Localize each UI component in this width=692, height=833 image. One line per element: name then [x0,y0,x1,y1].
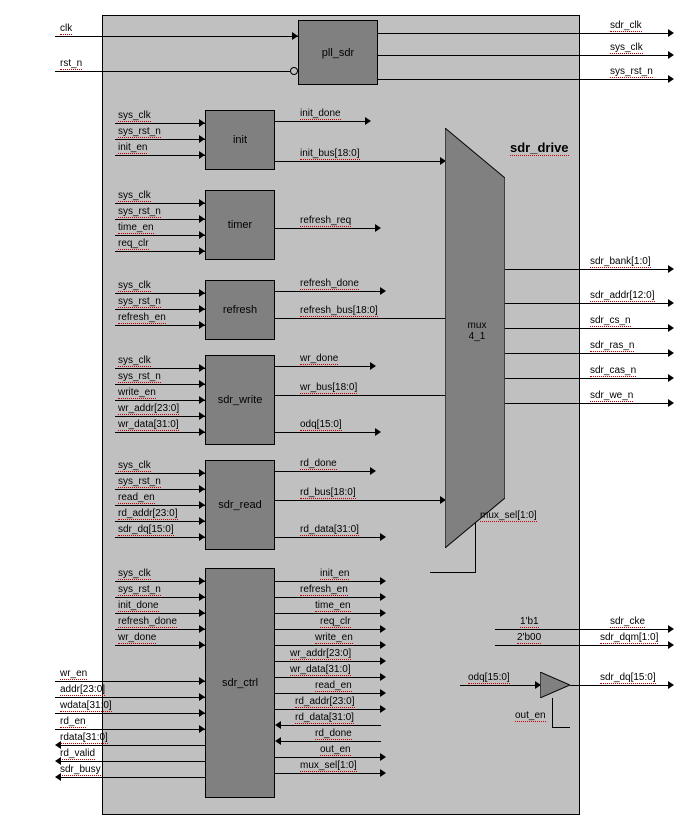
block-ctrl-label: sdr_ctrl [222,677,258,689]
sig-init-sysrstn: sys_rst_n [118,126,161,138]
sig-wr-sysrstn: sys_rst_n [118,371,161,383]
sig-init-en: init_en [118,142,147,154]
sig-wr-bus: wr_bus[18:0] [300,382,357,394]
sig-rd-addr: rd_addr[23:0] [118,508,178,520]
sig-odq: odq[15:0] [300,419,342,431]
block-init-label: init [233,134,247,146]
mux-label: mux 4_1 [458,320,496,342]
sig-wr-data: wr_data[31:0] [118,419,179,431]
sig-timer-reqclr: req_clr [118,238,149,250]
sig-sdr-clk: sdr_clk [610,20,642,32]
sig-ctrl-timeen: time_en [315,600,351,612]
block-timer: timer [205,190,275,260]
sig-rst-n: rst_n [60,58,82,70]
sig-ctrl-refen: refresh_en [300,584,348,596]
sig-init-sysclk: sys_clk [118,110,151,122]
sig-sdr-casn: sdr_cas_n [590,365,636,377]
sig-ref-sysclk: sys_clk [118,280,151,292]
block-write-label: sdr_write [218,394,263,406]
sig-const2: 2'b00 [517,632,541,644]
sig-sdr-rasn: sdr_ras_n [590,340,634,352]
sig-wr-sysclk: sys_clk [118,355,151,367]
sig-sys-rst-n-out: sys_rst_n [610,66,653,78]
sig-ctrl-rddone-i: rd_done [315,728,352,740]
sig-ctrl-rdaddr-o: rd_addr[23:0] [295,696,355,708]
sig-sdr-csn: sdr_cs_n [590,315,631,327]
sig-timer-timeen: time_en [118,222,154,234]
sig-timer-sysclk: sys_clk [118,190,151,202]
block-refresh-label: refresh [223,304,257,316]
sig-sdr-wen: sdr_we_n [590,390,633,402]
sig-sdr-dq-in: sdr_dq[15:0] [118,524,174,536]
block-init: init [205,110,275,170]
sig-ctrl-wrdone: wr_done [118,632,156,644]
sig-rd-en-ext: rd_en [60,716,86,728]
sig-ctrl-reqclr: req_clr [320,616,351,628]
sig-refresh-done: refresh_done [300,278,359,290]
sig-wr-en: write_en [118,387,156,399]
sig-rd-sysclk: sys_clk [118,460,151,472]
sig-sdr-cke: sdr_cke [610,616,645,628]
sig-sys-clk-out: sys_clk [610,42,643,54]
sig-ctrl-initen: init_en [320,568,349,580]
block-pll: pll_sdr [298,20,378,85]
sig-out-en-tri: out_en [515,710,546,722]
sig-wr-done: wr_done [300,353,338,365]
sig-ctrl-readen-o: read_en [315,680,352,692]
sig-rd-done: rd_done [300,458,337,470]
tristate-buffer [540,672,570,698]
sig-clk: clk [60,23,72,35]
sig-ctrl-sysclk: sys_clk [118,568,151,580]
block-refresh: refresh [205,280,275,340]
sig-sdr-addr: sdr_addr[12:0] [590,290,655,302]
sig-wr-addr: wr_addr[23:0] [118,403,179,415]
sig-ctrl-wrdata-o: wr_data[31:0] [290,664,351,676]
sig-ctrl-sysrstn: sys_rst_n [118,584,161,596]
block-pll-label: pll_sdr [322,47,354,59]
sig-ref-en: refresh_en [118,312,166,324]
block-timer-label: timer [228,219,252,231]
sig-mux-sel: mux_sel[1:0] [480,510,537,522]
block-read-label: sdr_read [218,499,261,511]
block-write: sdr_write [205,355,275,445]
sig-rd-sysrstn: sys_rst_n [118,476,161,488]
block-read: sdr_read [205,460,275,550]
sig-sdr-dq-out: sdr_dq[15:0] [600,672,656,684]
sig-wdata-ext: wdata[31:0] [60,700,112,712]
sig-init-bus: init_bus[18:0] [300,148,360,160]
diagram-canvas: sdr_drive pll_sdr clk rst_n sdr_clk sys_… [0,0,692,833]
sig-sdrbusy-ext: sdr_busy [60,764,101,776]
sig-rd-en: read_en [118,492,155,504]
container-box [102,15,580,815]
block-ctrl: sdr_ctrl [205,568,275,798]
sig-rd-bus: rd_bus[18:0] [300,487,356,499]
sig-ctrl-rddata-i: rd_data[31:0] [295,712,354,724]
sig-init-done: init_done [300,108,341,120]
sig-refresh-req: refresh_req [300,215,351,227]
sig-ctrl-wraddr-o: wr_addr[23:0] [290,648,351,660]
sig-refresh-bus: refresh_bus[18:0] [300,305,378,317]
sig-ctrl-outen-o: out_en [320,744,351,756]
sig-ctrl-initdone: init_done [118,600,159,612]
sig-ctrl-writeen: write_en [315,632,353,644]
sig-addr-ext: addr[23:0] [60,684,105,696]
sig-rd-data: rd_data[31:0] [300,524,359,536]
title: sdr_drive [510,140,569,156]
sig-timer-sysrstn: sys_rst_n [118,206,161,218]
sig-rdvalid-ext: rd_valid [60,748,95,760]
sig-rdata-ext: rdata[31:0] [60,732,108,744]
sig-wr-en-ext: wr_en [60,668,87,680]
sig-sdr-dqm: sdr_dqm[1:0] [600,632,658,644]
sig-ref-sysrstn: sys_rst_n [118,296,161,308]
sig-sdr-bank: sdr_bank[1:0] [590,256,651,268]
neg-bubble [290,67,298,75]
sig-const1: 1'b1 [520,616,539,628]
sig-odq-tri: odq[15:0] [468,672,510,684]
sig-ctrl-refdone: refresh_done [118,616,177,628]
sig-ctrl-muxsel-o: mux_sel[1:0] [300,760,357,772]
